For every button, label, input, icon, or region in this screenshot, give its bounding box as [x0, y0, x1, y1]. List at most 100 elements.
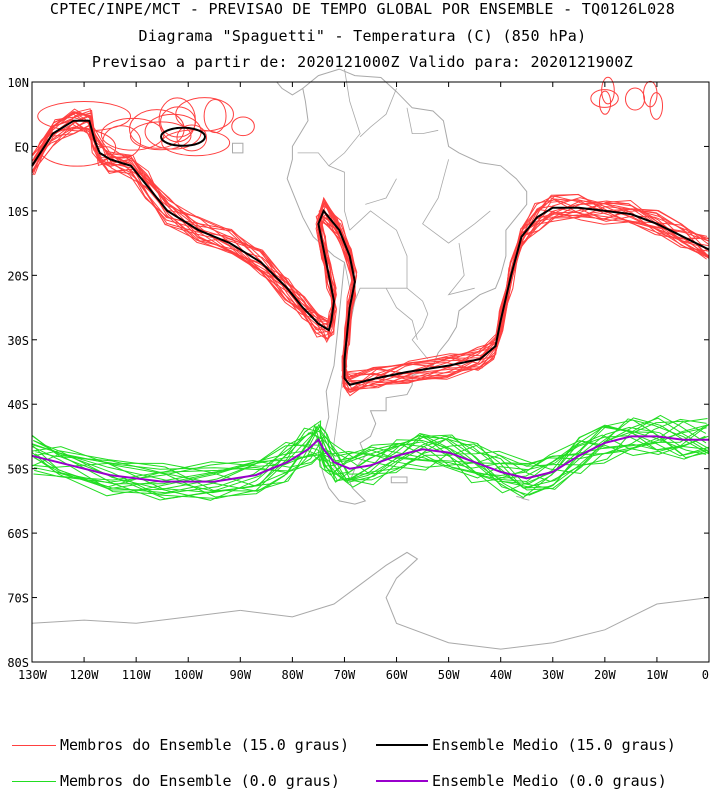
antarctica-coast	[240, 551, 710, 650]
border-line	[359, 88, 397, 138]
member-15-loop	[601, 76, 615, 105]
lon-label: 90W	[229, 668, 251, 682]
member-0-line	[31, 435, 709, 497]
member-15-line	[31, 123, 710, 391]
header-title-line2: Diagrama "Spaguetti" - Temperatura (C) (…	[138, 27, 587, 45]
lat-label: 20S	[7, 269, 29, 283]
lon-label: 130W	[18, 668, 48, 682]
legend-swatch-red	[12, 744, 56, 746]
member-0-line	[31, 417, 709, 498]
member-15-loop	[160, 106, 196, 138]
lat-label: EQ	[15, 140, 29, 154]
legend-mean-0: Ensemble Medio (0.0 graus)	[376, 772, 667, 790]
member-0-line	[33, 424, 708, 490]
border-line	[385, 288, 418, 340]
legend-row-1: Membros do Ensemble (15.0 graus) Ensembl…	[0, 736, 725, 756]
member-15-loop	[649, 92, 664, 120]
legend-swatch-black	[376, 744, 428, 746]
member-15-line	[32, 116, 707, 383]
member-15-line	[34, 108, 710, 379]
legend-members-15: Membros do Ensemble (15.0 graus)	[12, 736, 349, 754]
legend-swatch-purple	[376, 780, 428, 782]
member-0-line	[31, 426, 710, 500]
border-line	[297, 152, 351, 231]
legend-label-mean-15: Ensemble Medio (15.0 graus)	[432, 736, 676, 754]
member-15-loop	[129, 109, 185, 149]
lon-label: 100W	[174, 668, 204, 682]
member-0-line	[34, 427, 707, 483]
border-line	[406, 107, 439, 134]
member-15-loop	[643, 80, 658, 108]
member-15-line	[31, 114, 710, 392]
lon-label: 10W	[646, 668, 668, 682]
legend-row-2: Membros do Ensemble (0.0 graus) Ensemble…	[0, 772, 725, 792]
member-0-line	[31, 424, 710, 501]
antarctica-coast-west	[31, 609, 241, 624]
falklands	[390, 476, 408, 484]
lat-label: 70S	[7, 592, 29, 606]
lat-label: 10N	[7, 76, 29, 90]
border-line	[447, 243, 475, 296]
member-0-line	[33, 424, 710, 488]
map-frame	[31, 81, 710, 663]
mean-0-line	[31, 435, 709, 483]
border-line	[365, 178, 397, 205]
central-america-coast	[276, 81, 304, 96]
member-0-line	[31, 418, 707, 475]
legend-swatch-green	[12, 780, 56, 782]
member-15-loop	[37, 100, 132, 132]
member-15-loop	[161, 129, 231, 157]
lon-label: 0	[702, 668, 709, 682]
legend-label-members-15: Membros do Ensemble (15.0 graus)	[60, 736, 349, 754]
lon-label: 20W	[594, 668, 616, 682]
lon-label: 80W	[282, 668, 304, 682]
border-line	[328, 69, 361, 167]
south-georgia	[516, 495, 525, 499]
member-15-line	[32, 111, 708, 374]
lat-label: 60S	[7, 527, 29, 541]
legend-members-0: Membros do Ensemble (0.0 graus)	[12, 772, 340, 790]
member-15-line	[31, 108, 710, 380]
member-15-loop	[203, 99, 227, 134]
lat-label: 40S	[7, 398, 29, 412]
legend-label-members-0: Membros do Ensemble (0.0 graus)	[60, 772, 340, 790]
border-line	[406, 287, 429, 360]
lat-label: 50S	[7, 463, 29, 477]
member-15-loop	[231, 116, 255, 137]
lon-label: 40W	[490, 668, 512, 682]
member-15-line	[31, 109, 710, 389]
header-title-line1: CPTEC/INPE/MCT - PREVISAO DE TEMPO GLOBA…	[49, 0, 676, 18]
member-15-loop	[598, 90, 612, 115]
members-15-layer	[31, 76, 710, 397]
ensemble-mean-layer	[31, 119, 710, 483]
member-15-loop	[590, 89, 619, 108]
header-title-line3: Previsao a partir de: 2020121000Z Valido…	[91, 53, 634, 71]
member-0-line	[31, 419, 707, 500]
lon-label: 50W	[438, 668, 460, 682]
galapagos	[232, 142, 244, 154]
mean-15-loop	[160, 126, 207, 147]
members-0-layer	[31, 414, 710, 501]
lon-label: 70W	[334, 668, 356, 682]
legend-mean-15: Ensemble Medio (15.0 graus)	[376, 736, 676, 754]
member-15-loop	[100, 117, 165, 151]
lon-label: 30W	[542, 668, 564, 682]
border-line	[349, 210, 408, 289]
member-15-line	[32, 118, 709, 390]
lon-label: 120W	[70, 668, 100, 682]
member-15-line	[31, 111, 709, 380]
south-georgia	[521, 497, 530, 501]
member-15-loop	[176, 124, 208, 152]
mean-15-line	[31, 119, 710, 387]
border-line	[344, 262, 407, 303]
south-america-coast	[286, 68, 528, 505]
lat-label: 10S	[7, 205, 29, 219]
member-15-line	[31, 119, 708, 391]
lon-label: 110W	[122, 668, 152, 682]
coastline-layer	[31, 68, 710, 650]
member-15-line	[31, 121, 709, 397]
member-15-loop	[102, 125, 142, 159]
lon-label: 60W	[386, 668, 408, 682]
